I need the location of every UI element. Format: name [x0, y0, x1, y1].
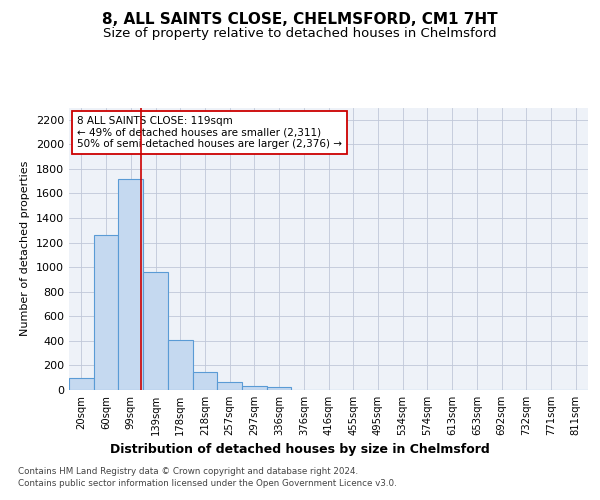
Bar	[217, 382, 242, 390]
Y-axis label: Number of detached properties: Number of detached properties	[20, 161, 31, 336]
Bar	[94, 235, 118, 390]
Bar	[242, 386, 267, 390]
Bar	[118, 178, 143, 390]
Bar	[168, 340, 193, 390]
Bar	[267, 388, 292, 390]
Text: Contains public sector information licensed under the Open Government Licence v3: Contains public sector information licen…	[18, 479, 397, 488]
Bar	[143, 272, 168, 390]
Text: Size of property relative to detached houses in Chelmsford: Size of property relative to detached ho…	[103, 28, 497, 40]
Text: 8 ALL SAINTS CLOSE: 119sqm
← 49% of detached houses are smaller (2,311)
50% of s: 8 ALL SAINTS CLOSE: 119sqm ← 49% of deta…	[77, 116, 342, 149]
Text: Contains HM Land Registry data © Crown copyright and database right 2024.: Contains HM Land Registry data © Crown c…	[18, 468, 358, 476]
Bar	[193, 372, 217, 390]
Text: 8, ALL SAINTS CLOSE, CHELMSFORD, CM1 7HT: 8, ALL SAINTS CLOSE, CHELMSFORD, CM1 7HT	[102, 12, 498, 28]
Text: Distribution of detached houses by size in Chelmsford: Distribution of detached houses by size …	[110, 442, 490, 456]
Bar	[69, 378, 94, 390]
